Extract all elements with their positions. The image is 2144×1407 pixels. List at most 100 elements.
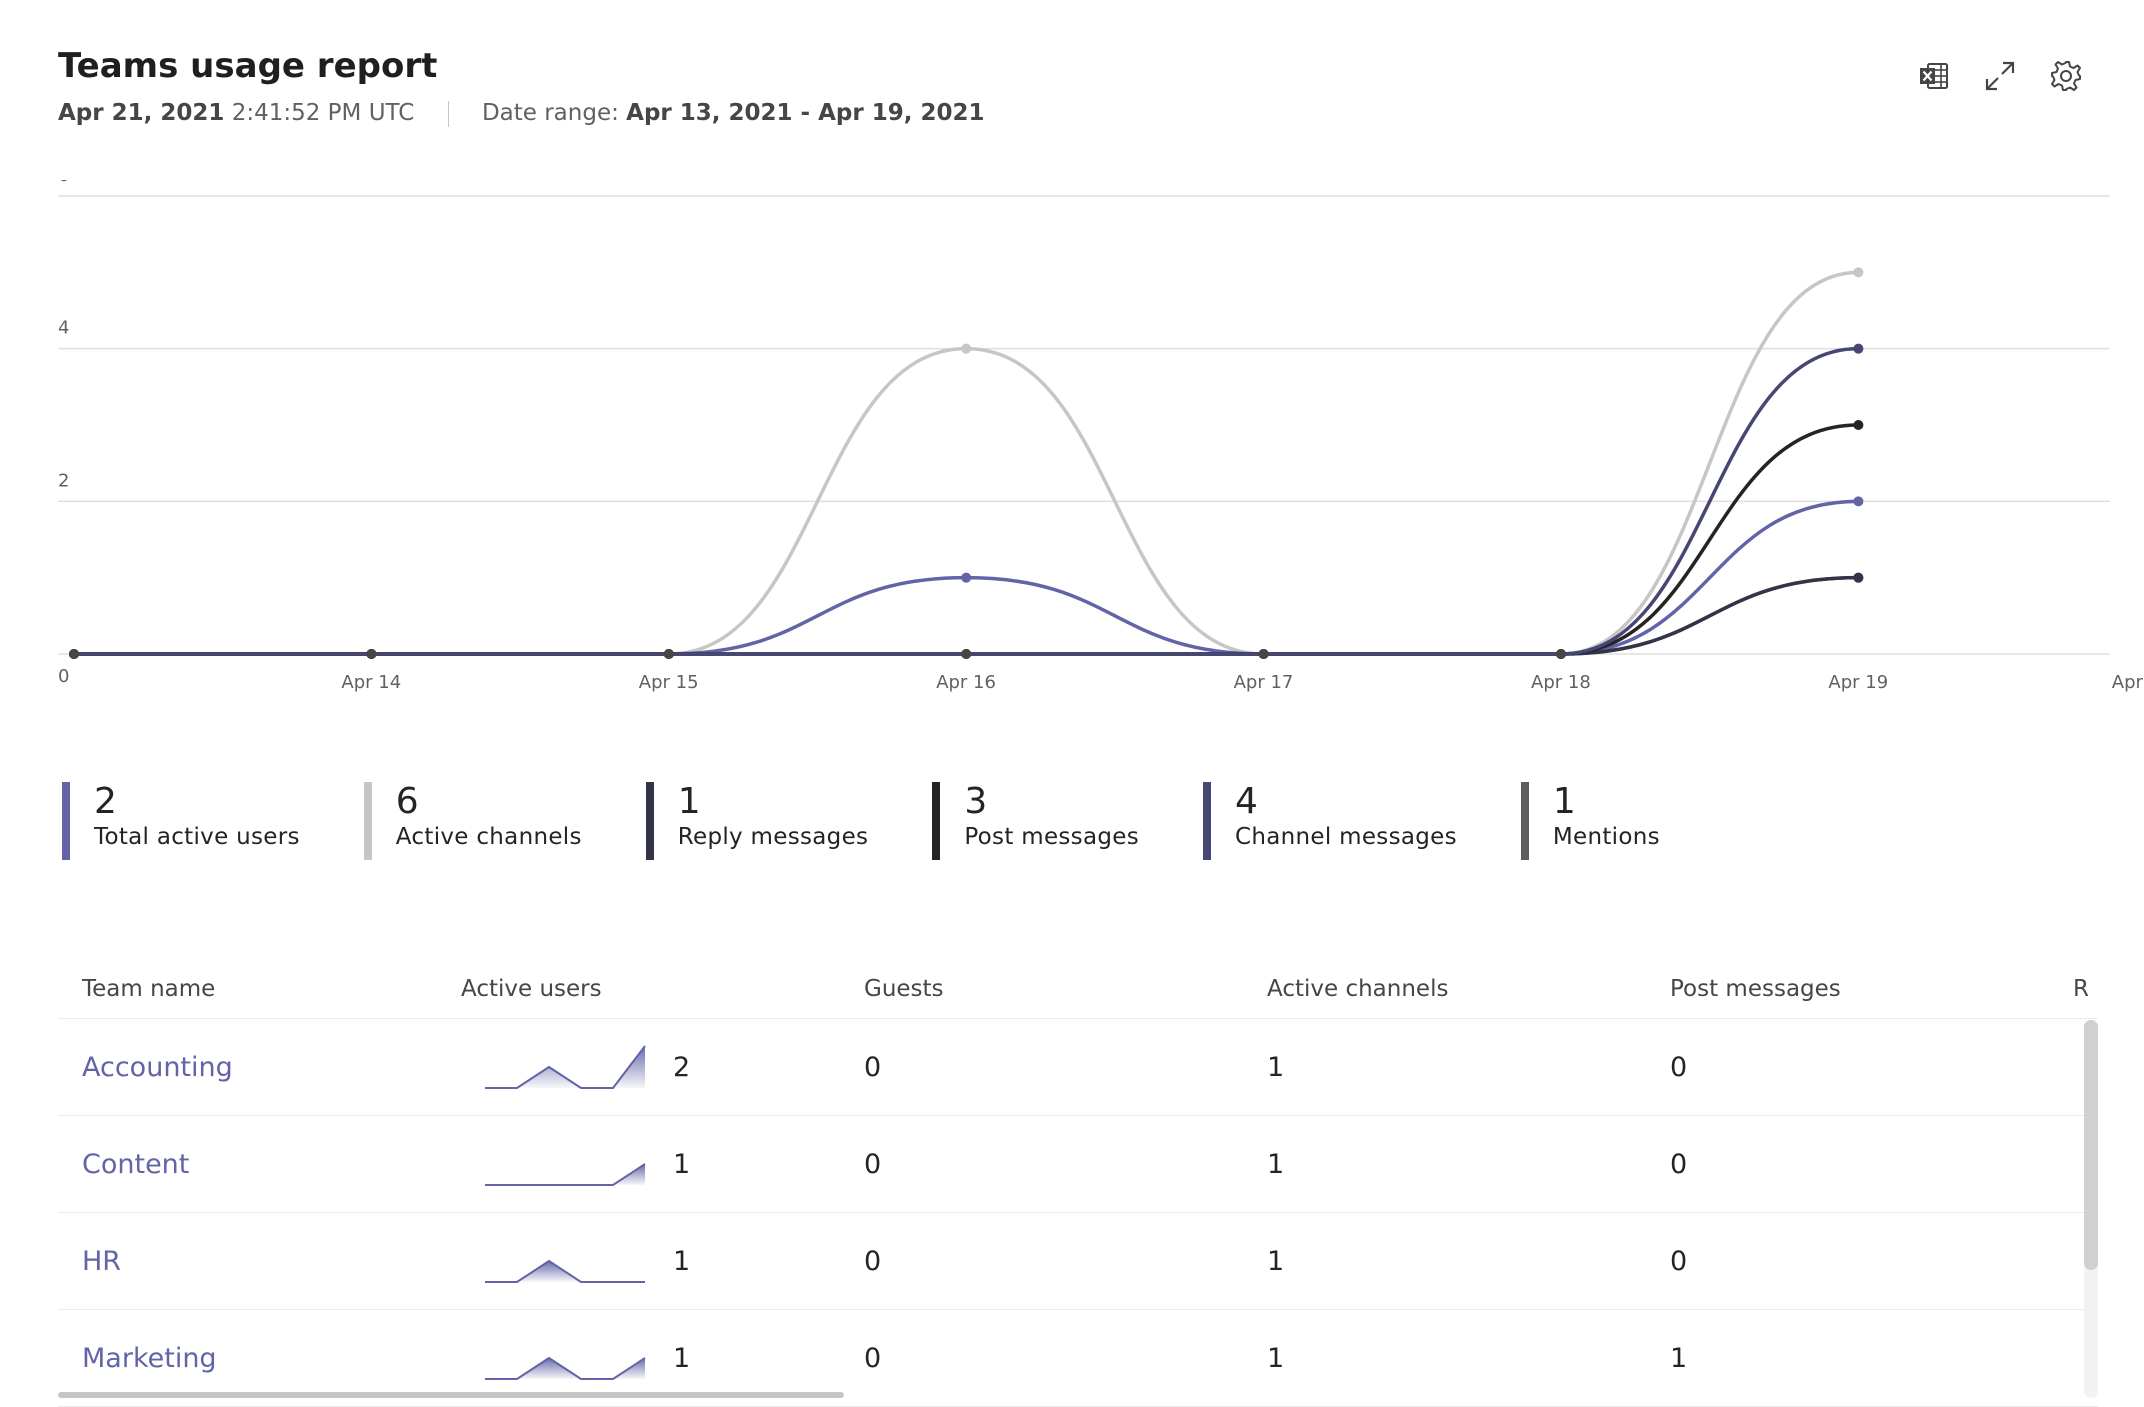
legend-color-bar <box>1203 782 1211 860</box>
active-channels-value: 1 <box>1267 1051 1285 1083</box>
legend-item-channel-messages[interactable]: 4 Channel messages <box>1203 782 1457 860</box>
x-tick-label: Apr 18 <box>1531 672 1591 693</box>
usage-line-chart: 0 2 4 6 Apr 14 Apr 15 Apr 16 Apr 17 Apr 18 Apr 19… <box>58 180 2144 693</box>
legend-value: 3 <box>964 781 988 822</box>
active-users-value: 1 <box>673 1245 691 1277</box>
legend-color-bar <box>645 782 654 860</box>
legend-value: 6 <box>395 781 419 822</box>
team-name-link[interactable]: Accounting <box>82 1051 233 1083</box>
export-excel-button[interactable] <box>1914 56 1954 96</box>
x-tick-label: Apr 14 <box>341 672 401 693</box>
legend-label: Reply messages <box>677 824 869 850</box>
guests-value: 0 <box>864 1148 882 1180</box>
settings-gear-icon <box>2051 61 2081 91</box>
legend-item-total-active-users[interactable]: 2 Total active users <box>62 782 300 860</box>
table-horizontal-scrollbar[interactable] <box>58 1392 844 1398</box>
table-row: Content 1 0 1 0 <box>58 1116 2098 1213</box>
series-line <box>74 575 1859 656</box>
teams-usage-table: Team name Active users Guests Active cha… <box>58 960 2098 1407</box>
data-point <box>961 572 972 583</box>
legend-label: Channel messages <box>1235 824 1457 850</box>
legend-value: 4 <box>1235 781 1258 822</box>
active-channels-value: 1 <box>1267 1342 1285 1374</box>
legend-label: Post messages <box>964 824 1139 850</box>
column-header-active-users[interactable]: Active users <box>461 976 602 1002</box>
legend-color-bar <box>363 782 372 860</box>
x-tick-label: Apr 20 <box>2112 672 2144 693</box>
x-tick-label: Apr 15 <box>639 672 699 693</box>
table-vertical-scrollbar[interactable] <box>2084 1020 2098 1270</box>
legend-value: 1 <box>1552 781 1576 822</box>
data-point <box>663 649 674 659</box>
series-line <box>74 575 1859 656</box>
post-messages-value: 0 <box>1670 1148 1688 1180</box>
data-point <box>1853 420 1864 430</box>
guests-value: 0 <box>864 1342 882 1374</box>
series-line <box>74 270 1859 656</box>
subtitle-divider <box>447 100 449 127</box>
guests-value: 0 <box>864 1051 882 1083</box>
legend-label: Total active users <box>94 824 300 850</box>
active-users-value: 1 <box>673 1342 691 1374</box>
report-toolbar <box>1914 56 2086 96</box>
active-channels-value: 1 <box>1267 1245 1285 1277</box>
column-header-post-messages[interactable]: Post messages <box>1670 976 1841 1002</box>
legend-label: Active channels <box>395 824 582 850</box>
sparkline-area <box>485 1164 645 1185</box>
sparkline-area <box>485 1046 645 1088</box>
y-tick-label: 2 <box>58 470 69 491</box>
active-channels-value: 1 <box>1267 1148 1285 1180</box>
date-range-value: Apr 13, 2021 - Apr 19, 2021 <box>626 100 985 126</box>
legend-item-mentions[interactable]: 1 Mentions <box>1520 781 1660 860</box>
y-tick-label: 6 <box>58 180 69 186</box>
team-name-link[interactable]: Marketing <box>82 1342 217 1374</box>
legend-item-post-messages[interactable]: 3 Post messages <box>932 782 1139 860</box>
report-time: 2:41:52 PM UTC <box>231 100 415 126</box>
post-messages-value: 0 <box>1670 1051 1688 1083</box>
excel-icon <box>1920 63 1948 89</box>
column-header-truncated[interactable]: R <box>2073 976 2089 1002</box>
legend-color-bar <box>1520 782 1529 860</box>
settings-button[interactable] <box>2046 56 2086 96</box>
active-users-value: 1 <box>673 1148 691 1180</box>
sparkline-line <box>485 1163 646 1186</box>
active-users-value: 2 <box>673 1051 691 1083</box>
legend-value: 2 <box>94 781 117 822</box>
column-header-active-channels[interactable]: Active channels <box>1267 976 1449 1002</box>
x-tick-label: Apr 17 <box>1234 672 1294 693</box>
report-subtitle: Apr 21, 2021 2:41:52 PM UTC Date range: … <box>58 100 985 127</box>
series-line <box>74 423 1859 656</box>
report-date: Apr 21, 2021 <box>58 100 225 126</box>
data-point <box>961 343 972 354</box>
sparkline-line <box>485 1356 646 1380</box>
column-header-guests[interactable]: Guests <box>864 976 944 1002</box>
chart-legend: 2 Total active users 6 Active channels 1 Re… <box>62 782 1724 860</box>
post-messages-value: 0 <box>1670 1245 1688 1277</box>
data-point <box>366 649 377 659</box>
legend-color-bar <box>62 782 70 860</box>
table-row: Accounting 2 0 1 0 <box>58 1019 2098 1116</box>
sparkline-line <box>485 1045 646 1089</box>
post-messages-value: 1 <box>1670 1342 1688 1374</box>
y-tick-label: 0 <box>58 666 69 687</box>
legend-item-reply-messages[interactable]: 1 Reply messages <box>645 781 869 860</box>
table-row: HR 1 0 1 0 <box>58 1213 2098 1310</box>
team-name-link[interactable]: Content <box>82 1148 190 1180</box>
sparkline-line <box>485 1259 645 1283</box>
expand-button[interactable] <box>1980 56 2020 96</box>
legend-item-active-channels[interactable]: 6 Active channels <box>363 781 582 860</box>
x-tick-label: Apr 16 <box>936 672 996 693</box>
data-point <box>961 649 972 659</box>
data-point <box>1853 343 1864 354</box>
column-header-team-name[interactable]: Team name <box>82 976 216 1002</box>
team-name-link[interactable]: HR <box>82 1245 122 1277</box>
data-point <box>1853 267 1864 278</box>
table-header-row: Team name Active users Guests Active cha… <box>58 960 2098 1019</box>
expand-icon <box>1985 61 2015 91</box>
legend-value: 1 <box>677 781 701 822</box>
page-title: Teams usage report <box>58 46 438 86</box>
active-users-sparkline <box>485 1356 646 1380</box>
active-users-sparkline <box>485 1259 645 1283</box>
data-point <box>1556 649 1566 659</box>
y-tick-label: 4 <box>58 318 69 339</box>
